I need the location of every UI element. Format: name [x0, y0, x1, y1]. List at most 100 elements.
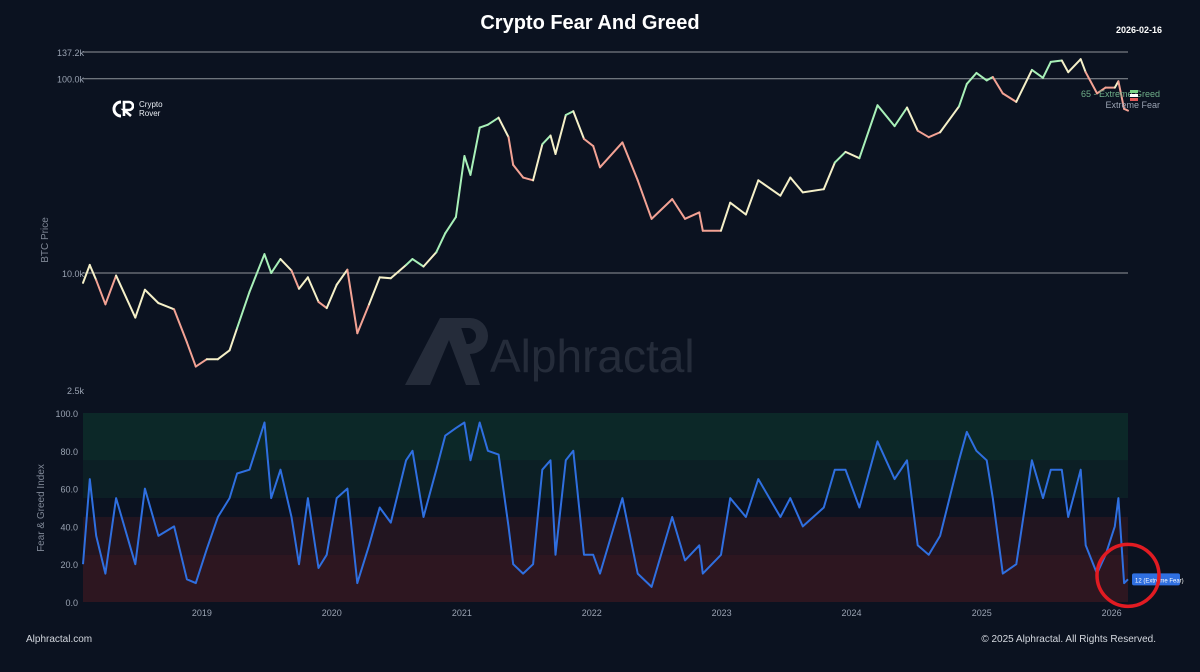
- price-line-segment: [965, 71, 978, 85]
- fear-zone: [83, 516, 1128, 555]
- price-line-segment: [532, 143, 544, 182]
- year-tick-label: 2022: [582, 608, 602, 618]
- price-line-segment: [463, 155, 472, 176]
- price-line-segment: [297, 276, 309, 290]
- price-line-segment: [598, 141, 624, 169]
- brand-text: Crypto Rover: [139, 100, 163, 118]
- price-line-segment: [541, 134, 552, 146]
- fg-tick-label: 40.0: [60, 522, 78, 532]
- chart-date: 2026-02-16: [1115, 25, 1162, 35]
- price-line-segment: [469, 126, 481, 176]
- price-line-segment: [801, 188, 825, 194]
- price-line-segment: [939, 105, 960, 134]
- watermark-text: Alphractal: [490, 330, 695, 382]
- price-line-segment: [435, 232, 447, 254]
- year-tick-label: 2020: [322, 608, 342, 618]
- price-line-segment: [684, 211, 701, 220]
- brand-logo: Crypto Rover: [112, 100, 163, 118]
- extreme-fear-zone: [83, 554, 1128, 602]
- alphractal-logo-icon: [405, 318, 480, 385]
- price-line-segment: [1117, 80, 1126, 110]
- price-line-segment: [582, 137, 595, 148]
- fg-tick-label: 20.0: [60, 560, 78, 570]
- price-line-segment: [779, 176, 792, 197]
- current-value-badge: [1132, 573, 1180, 586]
- price-line-segment: [1067, 58, 1082, 74]
- price-line-segment: [478, 123, 489, 129]
- price-line-segment: [236, 290, 251, 330]
- price-line-segment: [876, 104, 896, 128]
- year-tick-label: 2021: [452, 608, 472, 618]
- price-line-segment: [957, 82, 968, 108]
- price-tick-label: 2.5k: [67, 386, 85, 396]
- price-line-segment: [444, 216, 457, 235]
- price-line-segment: [497, 116, 510, 139]
- price-line-segment: [650, 198, 674, 220]
- price-line-segment: [325, 283, 338, 310]
- price-line-segment: [621, 141, 639, 182]
- price-line-segment: [554, 114, 567, 155]
- price-line-segment: [1015, 68, 1033, 103]
- crypto-rover-logo-icon: [112, 100, 134, 118]
- price-line-segment: [356, 303, 371, 335]
- price-line-segment: [844, 150, 861, 160]
- price-line-segment: [1030, 68, 1044, 79]
- price-line-segment: [833, 150, 847, 164]
- price-line-segment: [512, 163, 525, 179]
- fg-tick-label: 60.0: [60, 485, 78, 495]
- price-line-segment: [115, 274, 137, 319]
- price-line-segment: [346, 268, 359, 335]
- price-line-segment: [1096, 86, 1107, 95]
- alphractal-logo-icon-arc: [452, 318, 488, 354]
- price-line-segment: [95, 279, 107, 306]
- brand-line-1: Crypto: [139, 100, 163, 109]
- price-line-segment: [157, 302, 176, 311]
- price-line-segment: [822, 161, 836, 191]
- greed-zone: [83, 460, 1128, 499]
- price-line-segment: [82, 263, 91, 284]
- price-line-segment: [927, 131, 942, 139]
- price-tick-label: 100.0k: [57, 75, 85, 85]
- price-line-segment: [744, 179, 760, 216]
- price-line-segment: [636, 179, 653, 220]
- price-line-segment: [389, 263, 408, 280]
- price-axis-label: BTC Price: [40, 217, 51, 263]
- price-line-segment: [216, 349, 231, 361]
- fg-axis-label: Fear & Greed Index: [36, 464, 47, 552]
- price-line-segment: [1079, 58, 1087, 74]
- price-line-segment: [263, 253, 273, 275]
- price-line-segment: [335, 268, 349, 286]
- price-line-segment: [719, 201, 732, 232]
- price-line-segment: [194, 358, 208, 368]
- highlight-circle: [1095, 542, 1161, 609]
- price-line-segment: [1123, 107, 1129, 112]
- price-line-segment: [134, 288, 146, 319]
- brand-line-2: Rover: [139, 109, 161, 118]
- year-tick-label: 2025: [972, 608, 992, 618]
- footer-site: Alphractal.com: [26, 634, 93, 645]
- price-line-segment: [1049, 59, 1063, 63]
- price-line-segment: [1060, 59, 1070, 74]
- price-tick-label: 10.0k: [62, 269, 85, 279]
- price-line-segment: [564, 110, 575, 117]
- price-line-segment: [104, 274, 118, 306]
- price-line-segment: [270, 258, 282, 275]
- price-line-segment: [757, 179, 782, 197]
- price-line-segment: [522, 176, 535, 182]
- year-tick-label: 2024: [842, 608, 862, 618]
- price-line-segment: [185, 341, 197, 368]
- price-line-segment: [916, 129, 930, 139]
- watermark: Alphractal: [405, 318, 695, 385]
- annotation-marker-neutral: [1130, 94, 1138, 97]
- price-line-segment: [306, 276, 320, 303]
- fg-index-line: [82, 421, 1129, 588]
- price-line-segment: [378, 276, 392, 280]
- price-line-segment: [985, 76, 994, 82]
- price-line-segment: [248, 253, 266, 293]
- year-tick-label: 2023: [712, 608, 732, 618]
- annotation-marker-fear: [1130, 98, 1138, 101]
- price-line-segment: [671, 198, 687, 220]
- footer-copyright: © 2025 Alphractal. All Rights Reserved.: [981, 634, 1156, 645]
